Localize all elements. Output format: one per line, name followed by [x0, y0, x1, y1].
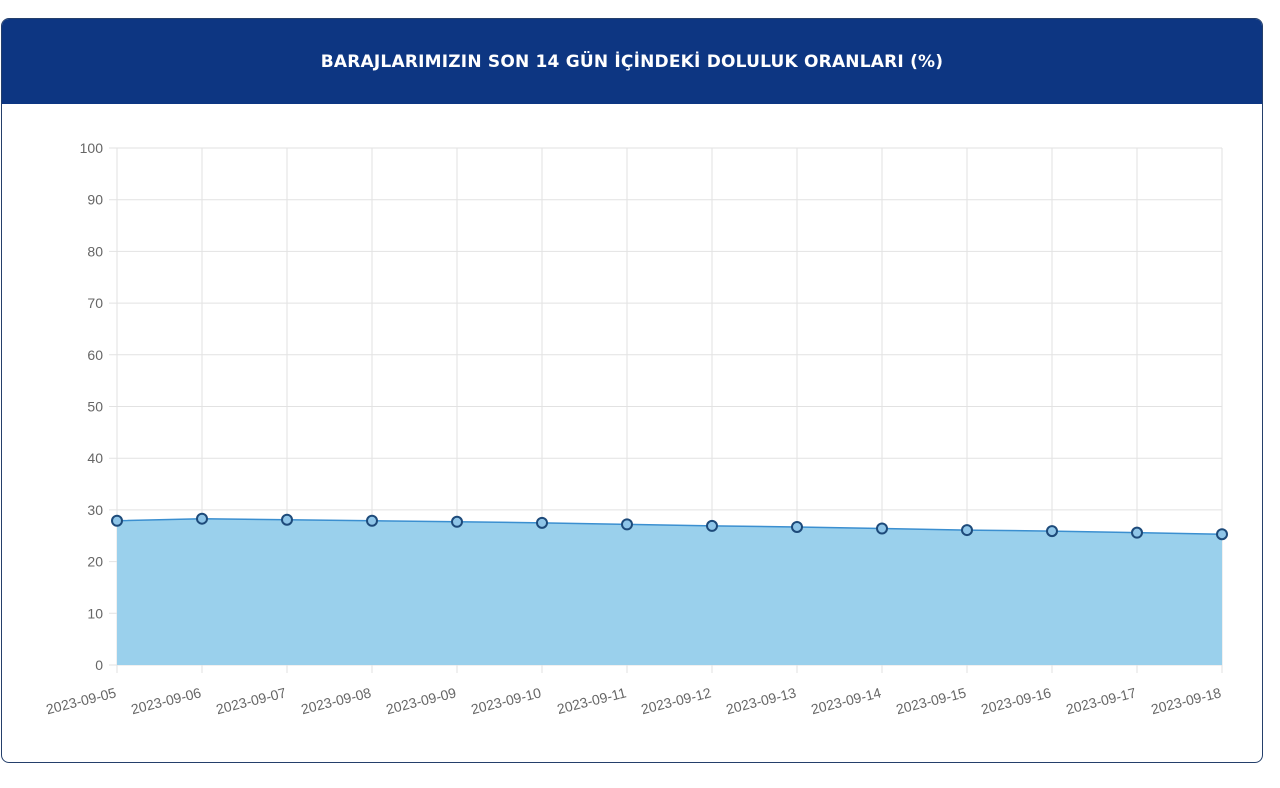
- y-tick-label: 80: [87, 243, 103, 259]
- y-tick-label: 90: [87, 192, 103, 208]
- chart-title: BARAJLARIMIZIN SON 14 GÜN İÇİNDEKİ DOLUL…: [320, 51, 944, 72]
- x-tick-label: 2023-09-14: [809, 684, 883, 717]
- card-header: BARAJLARIMIZIN SON 14 GÜN İÇİNDEKİ DOLUL…: [2, 19, 1262, 104]
- x-tick-label: 2023-09-06: [129, 684, 203, 717]
- x-tick-label: 2023-09-05: [44, 684, 118, 717]
- data-point: [1216, 528, 1228, 541]
- y-tick-label: 20: [87, 554, 103, 570]
- y-tick-label: 10: [87, 605, 103, 621]
- data-point: [706, 519, 718, 532]
- data-point: [1046, 525, 1058, 538]
- x-tick-label: 2023-09-13: [724, 684, 798, 717]
- y-tick-label: 70: [87, 295, 103, 311]
- data-point: [196, 512, 208, 525]
- x-tick-label: 2023-09-11: [555, 684, 628, 717]
- x-tick-label: 2023-09-16: [979, 684, 1053, 717]
- y-tick-label: 60: [87, 347, 103, 363]
- data-point: [791, 520, 803, 533]
- x-tick-label: 2023-09-15: [894, 684, 968, 717]
- x-tick-label: 2023-09-08: [299, 684, 373, 717]
- x-tick-label: 2023-09-17: [1064, 684, 1138, 717]
- x-tick-label: 2023-09-07: [214, 684, 288, 717]
- data-point: [366, 514, 378, 527]
- data-point: [111, 514, 123, 527]
- x-tick-label: 2023-09-18: [1149, 684, 1223, 717]
- data-point: [876, 522, 888, 535]
- y-tick-label: 50: [87, 399, 103, 415]
- data-point: [961, 524, 973, 537]
- y-tick-label: 0: [95, 657, 103, 673]
- data-point: [621, 518, 633, 531]
- data-point: [281, 513, 293, 526]
- y-tick-label: 40: [87, 450, 103, 466]
- data-point: [1131, 526, 1143, 539]
- series-area: [117, 518, 1222, 665]
- x-tick-label: 2023-09-10: [469, 684, 543, 717]
- x-tick-label: 2023-09-12: [639, 684, 713, 717]
- y-tick-label: 100: [80, 140, 104, 156]
- series-line: [116, 517, 1223, 535]
- x-tick-label: 2023-09-09: [384, 684, 458, 717]
- y-tick-label: 30: [87, 502, 103, 518]
- data-point: [536, 516, 548, 529]
- data-point: [451, 515, 463, 528]
